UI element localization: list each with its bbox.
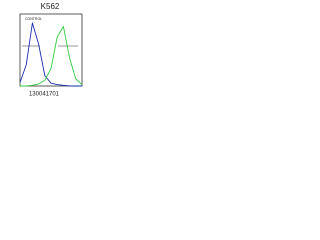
caption: 130041701 (29, 92, 60, 98)
chart-title: K562 (41, 2, 60, 11)
series-line (20, 26, 83, 87)
plot-frame (19, 13, 83, 87)
page: {"chart_data": {"type": "line", "title":… (0, 0, 320, 100)
annotation: CONTROL (25, 17, 42, 21)
series-line (19, 22, 82, 87)
chart: K562 CONTROL 130041701 (19, 2, 83, 98)
